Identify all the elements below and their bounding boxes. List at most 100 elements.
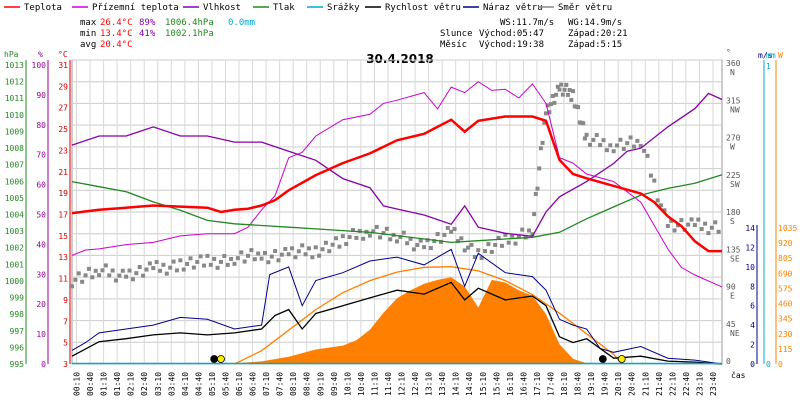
pct-tick-label: 80 [36, 121, 46, 130]
wind-dir-point [141, 273, 146, 278]
wind-dir-point [273, 249, 278, 254]
wind-dir-point [699, 227, 704, 232]
wind-dir-point [395, 239, 399, 244]
mm-unit: mm [766, 51, 776, 60]
wind-dir-point [601, 138, 606, 143]
wind-dir-point [161, 262, 166, 267]
wind-dir-point [276, 258, 281, 263]
wind-dir-point [354, 235, 359, 240]
stats-max-label: max [80, 18, 97, 28]
wind-dir-point [232, 261, 237, 266]
wind-dir-point [503, 232, 508, 237]
wind-dir-point [686, 222, 691, 227]
wind-dir-point [110, 268, 115, 273]
solar-clear-sky-line [234, 266, 623, 365]
mm-tick-label: 1 [766, 62, 771, 71]
hpa-tick-label: 1001 [5, 260, 24, 269]
deg-unit: ° [726, 48, 731, 57]
ms-tick-label: 12 [745, 243, 755, 252]
wind-dir-point [533, 191, 538, 196]
time-tick-label: 19:10 [587, 372, 596, 396]
time-tick-label: 13:40 [438, 372, 447, 396]
wind-dir-point [496, 235, 501, 240]
time-tick-label: 05:40 [221, 372, 230, 396]
wind-dir-point [709, 225, 714, 230]
pct-tick-label: 100 [32, 61, 47, 70]
stats-avg-label: avg [80, 40, 96, 50]
dir-tick-label: 90 [726, 283, 736, 292]
time-tick-label: 22:40 [682, 372, 691, 396]
dir-tick-label: 315 [726, 96, 741, 105]
wind-dir-point [120, 268, 125, 273]
wind-dir-point [542, 120, 547, 125]
wind-dir-point [357, 228, 362, 233]
wind-dir-point [716, 229, 721, 234]
dir-tick-label: 0 [726, 357, 731, 366]
hpa-tick-label: 999 [10, 294, 25, 303]
ms-tick-label: 14 [745, 224, 755, 233]
wind-dir-point [388, 237, 393, 242]
dir-tick-label: 180 [726, 208, 741, 217]
time-tick-label: 15:40 [492, 372, 501, 396]
c-unit: °C [58, 50, 68, 59]
wind-dir-point [262, 250, 267, 255]
time-tick-label: 18:10 [560, 372, 569, 396]
time-tick-label: 09:10 [316, 372, 325, 396]
wind-dir-point [371, 229, 376, 234]
wind-dir-point [706, 231, 711, 236]
hpa-tick-label: 1007 [5, 161, 24, 170]
wind-dir-point [631, 144, 636, 149]
pressure-line [71, 174, 723, 244]
wind-dir-point [76, 271, 81, 276]
stats-min-label: min [80, 29, 96, 39]
wind-dir-point [378, 235, 383, 240]
hpa-tick-label: 998 [10, 310, 25, 319]
wind-dir-point [137, 264, 142, 269]
wind-dir-point [459, 236, 464, 241]
pct-tick-label: 60 [36, 181, 46, 190]
wind-dir-point [696, 217, 701, 222]
time-tick-label: 01:40 [113, 372, 122, 396]
pct-tick-label: 10 [36, 330, 46, 339]
wind-dir-point [466, 245, 471, 250]
dir-tick-compass: S [730, 217, 735, 226]
time-tick-label: 21:10 [641, 372, 650, 396]
wind-dir-point [537, 166, 542, 171]
wind-dir-point [198, 254, 203, 259]
dir-tick-compass: SE [730, 254, 740, 263]
wind-dir-point [293, 255, 298, 260]
wind-dir-point [513, 241, 518, 246]
wind-dir-point [628, 135, 633, 140]
wind-dir-point [327, 249, 332, 254]
wind-dir-point [489, 249, 494, 254]
wind-dir-point [405, 241, 410, 246]
wind-speed-line [71, 281, 723, 365]
c-tick-label: 17 [58, 211, 68, 220]
wind-dir-point [545, 103, 550, 108]
time-tick-label: 18:40 [574, 372, 583, 396]
wind-dir-point [178, 258, 183, 263]
pct-tick-label: 40 [36, 240, 46, 249]
dir-tick-label: 135 [726, 245, 741, 254]
wind-dir-point [598, 143, 603, 148]
mm-tick-label: 0 [766, 360, 771, 369]
time-tick-label: 19:40 [601, 372, 610, 396]
wind-dir-point [124, 274, 129, 279]
wind-dir-point [350, 228, 355, 233]
axis-ticks: 1013101210111010100910081007100610051004… [5, 59, 798, 369]
dir-tick-compass: NW [730, 105, 740, 114]
time-tick-label: 11:40 [384, 372, 393, 396]
moonset-marker [210, 355, 219, 363]
wind-dir-point [90, 275, 95, 280]
wind-dir-point [411, 247, 416, 252]
wind-dir-point [618, 137, 623, 142]
wind-dir-point [581, 121, 586, 126]
time-tick-label: 02:10 [127, 372, 136, 396]
wind-dir-point [252, 257, 257, 262]
wind-dir-point [692, 223, 697, 228]
c-tick-label: 15 [58, 232, 68, 241]
wind-dir-point [317, 253, 322, 258]
wind-dir-point [621, 146, 626, 151]
c-tick-label: 29 [58, 82, 68, 91]
